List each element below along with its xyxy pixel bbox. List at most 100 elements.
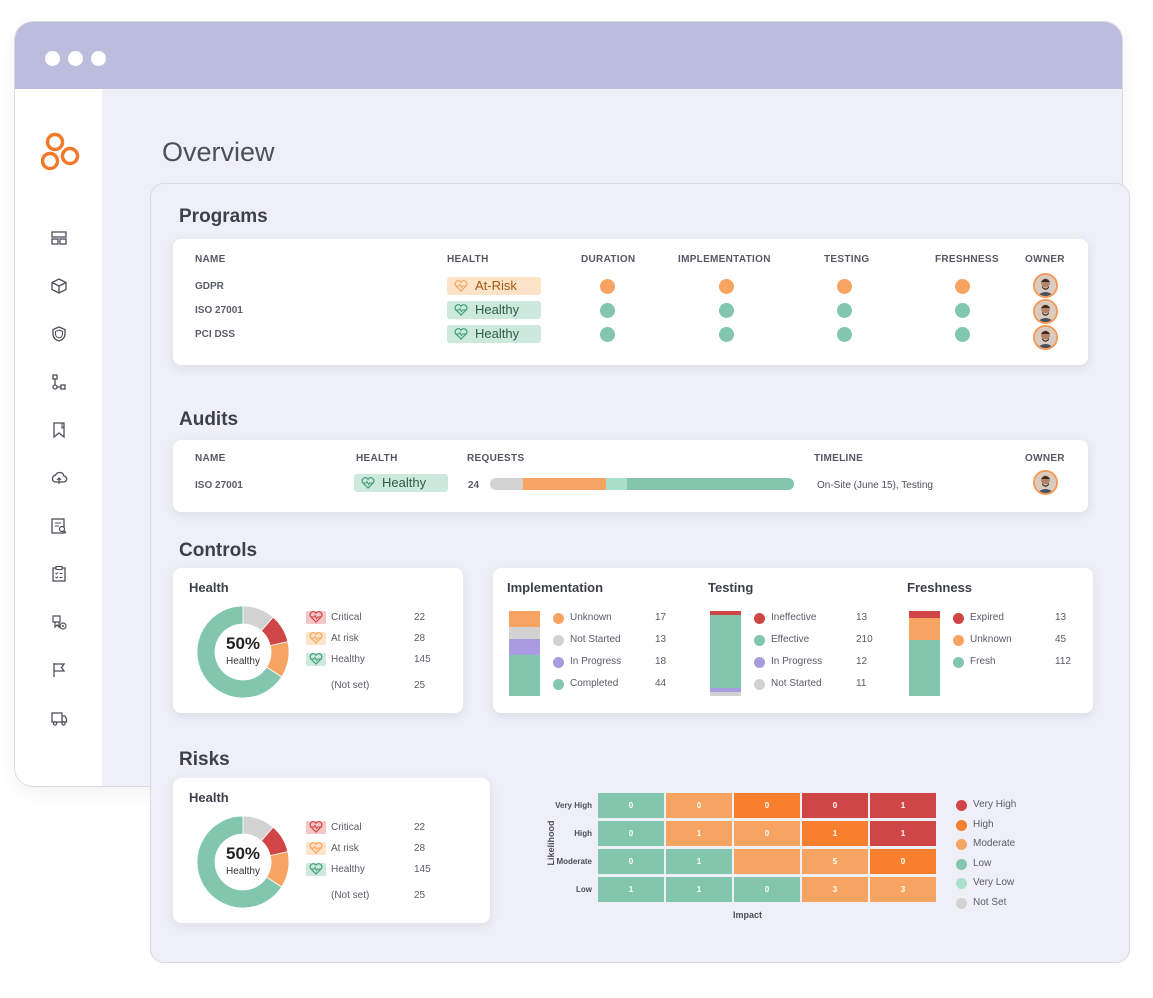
heatmap-legend-label: Very Low (973, 877, 1015, 888)
donut-slice-healthy[interactable] (196, 605, 283, 699)
audit-name[interactable]: ISO 27001 (195, 480, 243, 491)
legend-label: Expired (970, 612, 1004, 623)
stacked-bar-segment[interactable] (509, 655, 540, 696)
program-name[interactable]: PCI DSS (195, 329, 236, 340)
box-icon[interactable] (50, 277, 68, 295)
heatmap-cell[interactable]: 0 (734, 793, 800, 818)
bookmark-icon[interactable] (50, 421, 68, 439)
health-donut-chart (196, 605, 290, 699)
stacked-bar-segment[interactable] (710, 611, 741, 616)
health-legend-value: 25 (414, 890, 426, 901)
heatmap-cell[interactable]: 3 (802, 877, 868, 902)
legend-dot (553, 613, 564, 624)
health-badge: Healthy (447, 325, 541, 343)
heatmap-cell[interactable]: 0 (598, 821, 664, 846)
stacked-bar-segment[interactable] (509, 626, 540, 639)
implementation-title: Implementation (507, 580, 604, 595)
freshness-stacked-bar (909, 611, 940, 696)
column-header: OWNER (1025, 453, 1065, 464)
card-title: Health (189, 580, 229, 595)
dashboard-icon[interactable] (50, 229, 68, 247)
legend-dot (553, 679, 564, 690)
stacked-bar-segment[interactable] (909, 617, 940, 640)
heatmap-cell[interactable]: 0 (734, 877, 800, 902)
stacked-bar-segment[interactable] (509, 611, 540, 627)
heatmap-cell[interactable]: 0 (870, 849, 936, 874)
flag-icon[interactable] (50, 661, 68, 679)
heatmap-cell[interactable]: 1 (870, 821, 936, 846)
likelihood-axis-label: Likelihood (546, 820, 556, 866)
window-dot-icon[interactable] (45, 51, 60, 66)
legend-value: 210 (856, 634, 873, 645)
heatmap-cell[interactable]: 1 (598, 877, 664, 902)
health-legend-label: Healthy (331, 864, 365, 875)
legend-value: 112 (1055, 656, 1071, 667)
stacked-bar-segment[interactable] (710, 688, 741, 693)
cloud-icon[interactable] (50, 469, 68, 487)
legend-dot (953, 635, 964, 646)
heatmap-cell[interactable] (734, 849, 800, 874)
health-legend-value: 25 (414, 680, 426, 691)
donut-percent: 50% (225, 634, 261, 653)
legend-label: Unknown (570, 612, 612, 623)
health-badge: Healthy (354, 474, 448, 492)
program-name[interactable]: ISO 27001 (195, 305, 243, 316)
stacked-bar-segment[interactable] (909, 640, 940, 696)
three-circles-logo[interactable] (41, 131, 81, 173)
legend-dot (754, 613, 765, 624)
clipboard-icon[interactable] (50, 565, 68, 583)
owner-avatar[interactable] (1033, 273, 1058, 298)
owner-avatar[interactable] (1033, 470, 1058, 495)
stacked-bar-segment[interactable] (710, 692, 741, 696)
stacked-bar-segment[interactable] (909, 611, 940, 618)
owner-avatar[interactable] (1033, 325, 1058, 350)
audits-title: Audits (179, 409, 239, 430)
risk-heatmap: Very High 0 0 0 0 1 High 0 1 0 1 1 Moderate 0 1 5 0 Low 1 1… (526, 790, 1026, 940)
likelihood-tick-label: Very High (555, 801, 592, 810)
heatmap-cell[interactable]: 0 (666, 793, 732, 818)
health-donut-chart (196, 815, 290, 909)
status-dot (719, 327, 734, 342)
card-title: Health (189, 790, 229, 805)
report-search-icon[interactable] (50, 517, 68, 535)
heatmap-cell[interactable]: 0 (734, 821, 800, 846)
vendor-settings-icon[interactable] (50, 613, 68, 631)
heatmap-legend-label: Moderate (973, 838, 1016, 849)
shield-icon[interactable] (50, 325, 68, 343)
heatmap-cell[interactable]: 0 (598, 793, 664, 818)
heatmap-cell[interactable]: 0 (802, 793, 868, 818)
legend-dot (953, 657, 964, 668)
health-legend-value: 28 (414, 633, 426, 644)
window-dot-icon[interactable] (68, 51, 83, 66)
health-legend-label: (Not set) (331, 680, 370, 691)
heatmap-cell[interactable]: 3 (870, 877, 936, 902)
owner-avatar[interactable] (1033, 299, 1058, 324)
heatmap-cell[interactable]: 1 (666, 849, 732, 874)
column-header: IMPLEMENTATION (678, 254, 771, 265)
health-legend-icon (306, 632, 326, 645)
heatmap-cell[interactable]: 1 (666, 877, 732, 902)
heatmap-cell[interactable]: 0 (598, 849, 664, 874)
column-header: HEALTH (447, 254, 489, 265)
program-name[interactable]: GDPR (195, 281, 224, 292)
column-header: TESTING (824, 254, 870, 265)
legend-dot (553, 657, 564, 668)
likelihood-tick-label: High (574, 829, 592, 838)
health-badge: At-Risk (447, 277, 541, 295)
stacked-bar-segment[interactable] (710, 615, 741, 689)
heatmap-cell[interactable]: 1 (870, 793, 936, 818)
donut-slice-healthy[interactable] (196, 815, 283, 909)
heatmap-cell[interactable]: 1 (802, 821, 868, 846)
window-dot-icon[interactable] (91, 51, 106, 66)
truck-icon[interactable] (50, 709, 68, 727)
audit-timeline: On-Site (June 15), Testing (817, 480, 933, 491)
heatmap-cell[interactable]: 1 (666, 821, 732, 846)
stacked-bar-segment[interactable] (509, 638, 540, 656)
health-legend-label: At risk (331, 633, 359, 644)
column-header: OWNER (1025, 254, 1065, 265)
status-dot (955, 279, 970, 294)
column-header: REQUESTS (467, 453, 525, 464)
workflow-icon[interactable] (50, 373, 68, 391)
requests-count: 24 (468, 480, 480, 491)
heatmap-cell[interactable]: 5 (802, 849, 868, 874)
